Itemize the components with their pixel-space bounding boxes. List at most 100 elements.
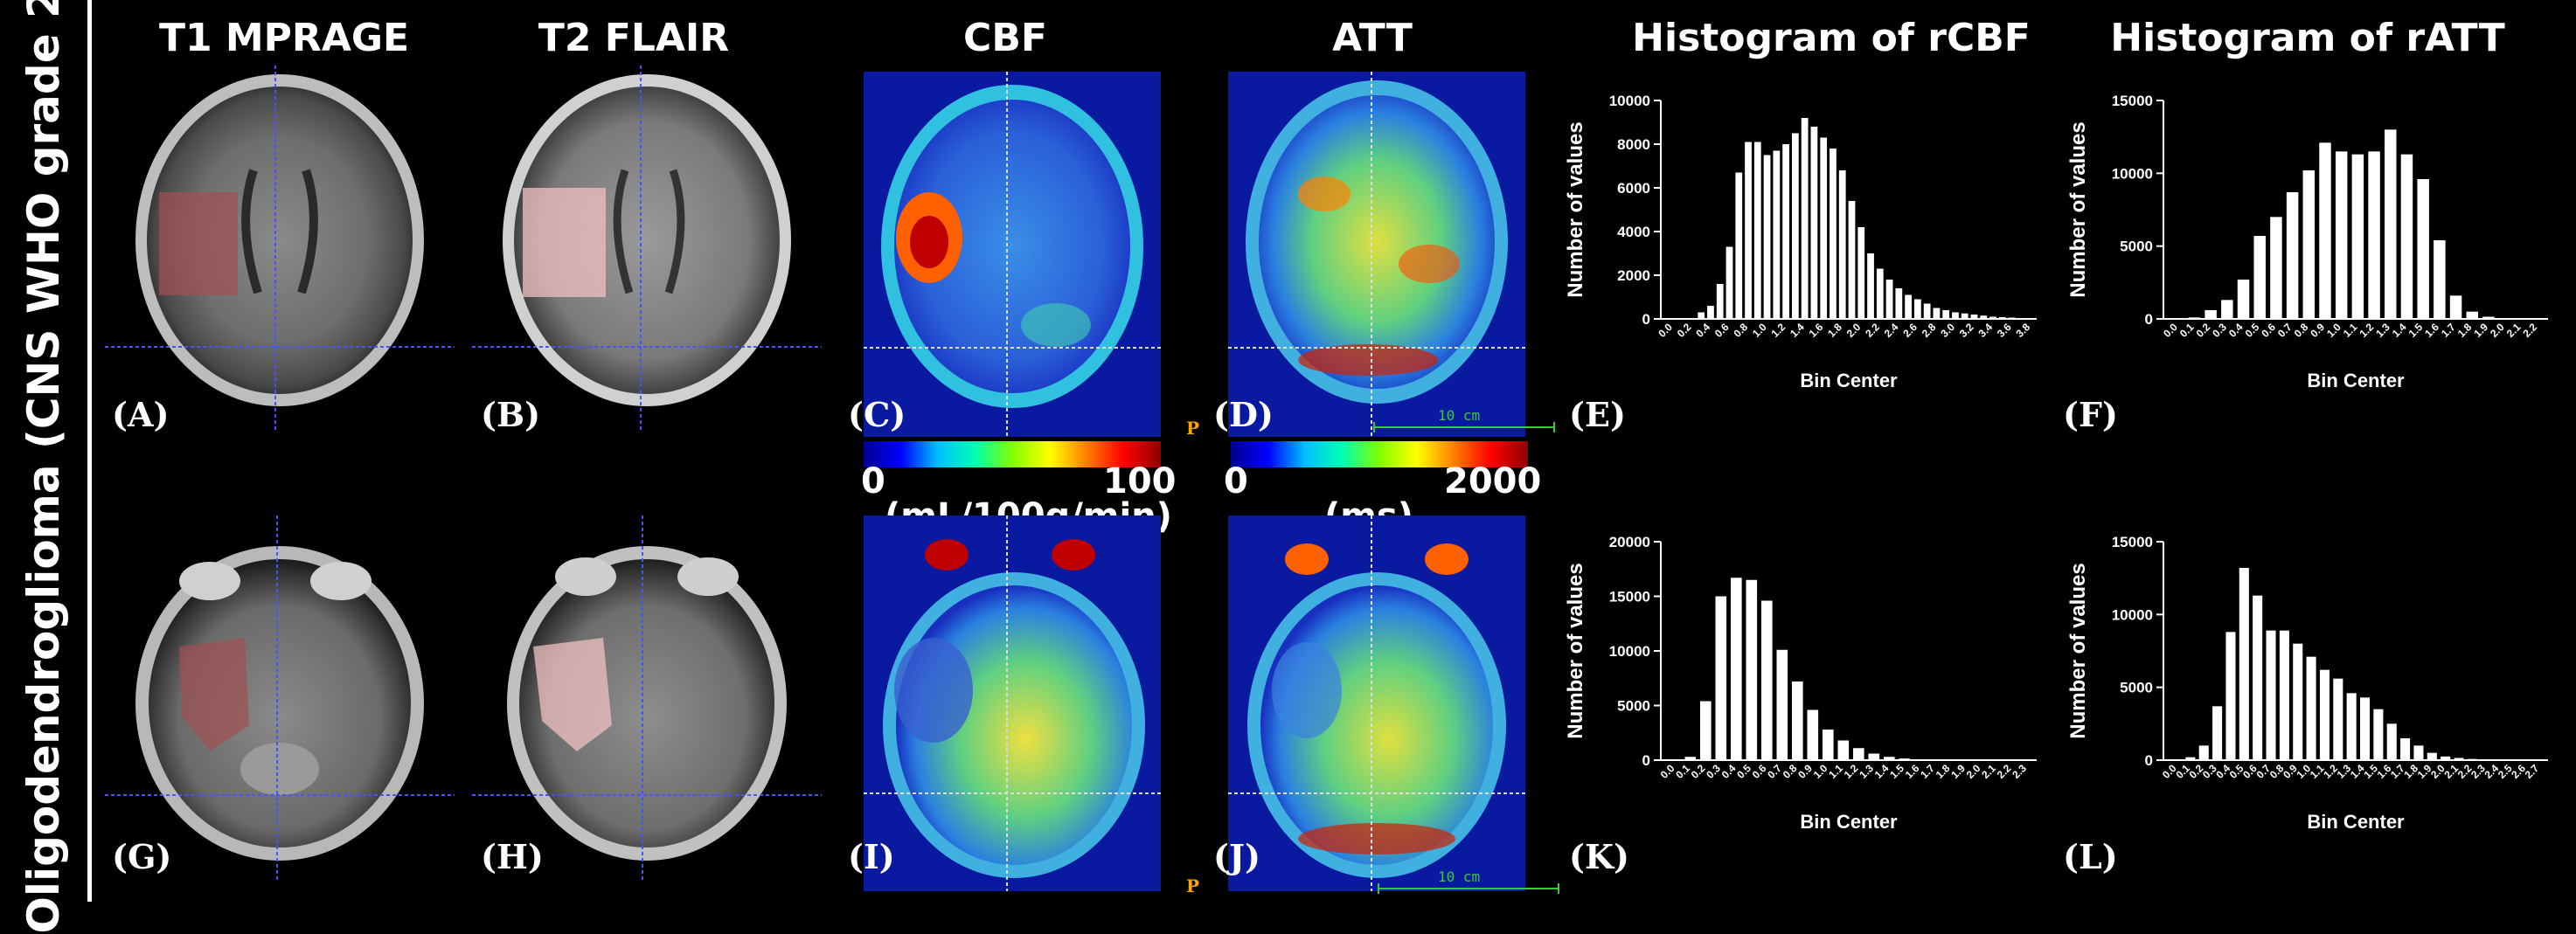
y-tick-label-E: 0: [1642, 311, 1650, 328]
bar-F: [2467, 312, 2478, 319]
bar-L: [2481, 759, 2490, 760]
y-axis-label-K: Number of values: [1564, 563, 1587, 738]
bar-F: [2482, 317, 2494, 320]
title-hist-rcbf: Histogram of rCBF: [1547, 16, 2115, 60]
bar-L: [2225, 632, 2235, 760]
bar-F: [2352, 155, 2364, 319]
bar-E: [1773, 151, 1780, 320]
side-label-text: Oligodendroglioma (CNS WHO grade 2): [18, 0, 69, 934]
bar-E: [1905, 295, 1912, 320]
bar-L: [2360, 697, 2370, 760]
bar-E: [1820, 138, 1827, 320]
bar-F: [2434, 240, 2445, 319]
y-tick-label-K: 0: [1642, 752, 1650, 769]
bar-F: [2221, 300, 2232, 319]
scale-bar-label-top: 10 cm: [1438, 407, 1480, 424]
bar-K: [1761, 601, 1773, 761]
bar-E: [1717, 284, 1724, 319]
bar-E: [1707, 306, 1714, 319]
bar-E: [1914, 300, 1921, 320]
panel-t2-top: [472, 66, 822, 432]
label-I: (I): [848, 837, 895, 876]
bar-F: [2499, 318, 2510, 319]
bar-K: [1700, 702, 1712, 761]
bar-E: [1971, 315, 1978, 319]
title-t2: T2 FLAIR: [481, 16, 787, 60]
orientation-mark-top: P: [1186, 418, 1199, 439]
y-axis-label-L: Number of values: [2066, 563, 2090, 738]
bar-E: [2009, 318, 2016, 320]
bar-K: [1823, 730, 1834, 760]
bar-E: [1802, 118, 1809, 319]
bar-L: [2400, 738, 2410, 760]
x-axis-label-E: Bin Center: [1800, 370, 1898, 391]
label-B: (B): [481, 395, 540, 434]
y-tick-label-E: 4000: [1617, 224, 1650, 240]
bar-F: [2270, 217, 2281, 319]
bar-F: [2205, 310, 2216, 319]
bar-E: [1952, 313, 1959, 320]
bar-K: [1853, 748, 1864, 760]
bar-F: [2253, 236, 2265, 319]
x-axis-label-K: Bin Center: [1800, 811, 1898, 833]
orientation-mark-bottom: P: [1186, 875, 1199, 896]
bar-E: [1811, 127, 1818, 319]
x-tick-label-L: 2.7: [2523, 762, 2542, 781]
bar-F: [2319, 142, 2330, 319]
x-tick-label-E: 3.6: [1995, 321, 2014, 340]
bar-K: [1777, 650, 1788, 760]
bar-F: [2385, 129, 2396, 319]
bar-K: [1731, 578, 1742, 760]
bar-F: [2303, 170, 2315, 319]
bar-E: [1934, 308, 1941, 320]
y-tick-label-E: 10000: [1609, 93, 1650, 109]
y-tick-label-E: 6000: [1617, 180, 1650, 197]
bar-L: [2212, 706, 2222, 760]
panel-t2-bottom: [472, 515, 822, 882]
x-tick-label-E: 0.6: [1712, 321, 1732, 340]
label-H: (H): [481, 837, 544, 876]
side-label: Oligodendroglioma (CNS WHO grade 2): [0, 0, 87, 902]
x-tick-label-E: 1.0: [1750, 321, 1769, 340]
x-tick-label-E: 0.4: [1693, 321, 1712, 340]
y-tick-label-L: 0: [2145, 752, 2153, 769]
bar-L: [2239, 568, 2249, 760]
title-t1: T1 MPRAGE: [122, 16, 446, 60]
bar-E: [1735, 173, 1742, 320]
x-tick-label-E: 3.8: [2014, 321, 2033, 340]
bar-K: [1808, 710, 1819, 761]
x-tick-label-E: 1.6: [1807, 321, 1826, 340]
label-E: (E): [1569, 395, 1626, 434]
y-tick-label-F: 10000: [2112, 165, 2153, 182]
label-D: (D): [1213, 395, 1274, 434]
bar-F: [2336, 151, 2347, 319]
bar-L: [2253, 596, 2262, 760]
x-tick-label-E: 1.2: [1769, 321, 1788, 340]
bar-E: [1867, 253, 1874, 319]
y-tick-label-F: 5000: [2120, 239, 2153, 255]
bar-E: [1962, 314, 1968, 319]
bar-E: [1924, 304, 1931, 320]
y-tick-label-F: 15000: [2112, 93, 2153, 109]
bar-E: [2027, 319, 2034, 320]
x-tick-label-E: 0.0: [1656, 321, 1675, 340]
y-tick-label-L: 10000: [2112, 606, 2153, 623]
bar-E: [1745, 142, 1752, 320]
x-tick-label-K: 2.3: [2010, 762, 2029, 781]
label-J: (J): [1213, 837, 1260, 876]
panel-att-top: [1228, 72, 1525, 437]
y-tick-label-L: 15000: [2112, 534, 2153, 550]
title-cbf: CBF: [857, 16, 1154, 60]
x-tick-label-E: 1.8: [1825, 321, 1844, 340]
bar-E: [1830, 149, 1837, 319]
bar-F: [2417, 179, 2428, 319]
colorbar-cbf-min: 0: [861, 461, 885, 502]
bar-E: [1698, 313, 1705, 320]
bar-K: [1884, 757, 1895, 760]
bar-F: [2401, 155, 2413, 319]
bar-F: [2189, 317, 2200, 319]
bar-L: [2413, 745, 2423, 760]
bar-E: [1999, 317, 2006, 319]
y-axis-label-E: Number of values: [1564, 121, 1587, 297]
